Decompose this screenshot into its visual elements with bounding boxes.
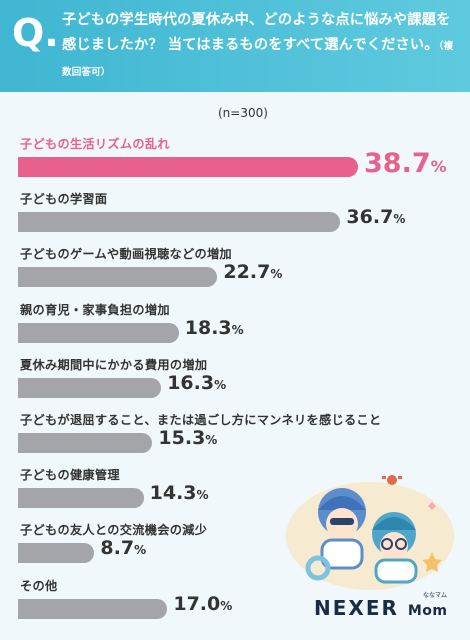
- category-label: 子どもの健康管理: [20, 468, 120, 483]
- value-number: 36.7: [346, 206, 394, 229]
- value-label: 8.7%: [100, 539, 146, 558]
- value-number: 16.3: [167, 371, 215, 394]
- logo-main: NEXER: [314, 596, 399, 620]
- bar: [18, 598, 168, 619]
- sample-size: (n=300): [218, 106, 268, 120]
- bar: [18, 488, 144, 509]
- value-label: 15.3%: [158, 429, 217, 448]
- value-label: 22.7%: [223, 263, 282, 282]
- value-number: 38.7: [364, 148, 431, 179]
- value-number: 22.7: [223, 261, 271, 284]
- nexer-mom-logo: NEXER Mom: [314, 596, 448, 620]
- logo-sub: Mom: [407, 603, 448, 619]
- value-unit: %: [220, 598, 233, 613]
- category-label: 子どもの友人との交流機会の減少: [20, 523, 208, 538]
- bar: [18, 267, 218, 288]
- category-label: 親の育児・家事負担の増加: [20, 302, 170, 317]
- value-number: 18.3: [184, 316, 232, 339]
- question-body: 子どもの学生時代の夏休み中、どのような点に悩みや課題を感じましたか？ 当てはまる…: [62, 12, 451, 53]
- value-unit: %: [231, 322, 244, 337]
- value-unit: %: [270, 267, 283, 282]
- bar: [18, 212, 341, 233]
- category-label: 子どもの学習面: [20, 192, 108, 207]
- value-label: 36.7%: [346, 208, 405, 227]
- logo-ruby: ななマム: [423, 592, 448, 599]
- value-label: 14.3%: [150, 484, 209, 503]
- bar: [18, 433, 153, 453]
- value-label: 17.0%: [173, 592, 233, 615]
- category-label: 子どもが退屈すること、または過ごし方にマンネリを感じること: [20, 413, 382, 427]
- value-label: 18.3%: [184, 316, 244, 339]
- value-unit: %: [430, 157, 447, 176]
- value-label: 16.3%: [167, 371, 227, 394]
- question-text: 子どもの学生時代の夏休み中、どのような点に悩みや課題を感じましたか？ 当てはまる…: [62, 8, 462, 85]
- category-label: その他: [20, 578, 58, 593]
- bar: [18, 377, 162, 398]
- bar: [18, 543, 95, 564]
- kids-beach-illustration: [286, 475, 454, 590]
- value-label: 38.7%: [364, 150, 447, 177]
- question-note: （複数回答可）: [62, 41, 454, 78]
- category-label: 子どものゲームや動画視聴などの増加: [20, 247, 232, 262]
- value-number: 14.3: [149, 482, 197, 505]
- category-label: 子どもの生活リズムの乱れ: [20, 137, 170, 151]
- value-number: 15.3: [158, 427, 206, 449]
- question-header: Q. 子どもの学生時代の夏休み中、どのような点に悩みや課題を感じましたか？ 当て…: [0, 0, 470, 92]
- value-unit: %: [393, 212, 406, 227]
- value-unit: %: [205, 433, 218, 447]
- value-number: 17.0: [173, 592, 221, 615]
- value-unit: %: [214, 377, 227, 392]
- value-number: 8.7: [100, 537, 135, 560]
- value-unit: %: [134, 543, 147, 558]
- bar: [18, 322, 179, 343]
- bar: [18, 157, 358, 177]
- value-unit: %: [196, 488, 209, 503]
- category-label: 夏休み期間中にかかる費用の増加: [20, 357, 208, 372]
- question-mark: Q.: [12, 11, 59, 55]
